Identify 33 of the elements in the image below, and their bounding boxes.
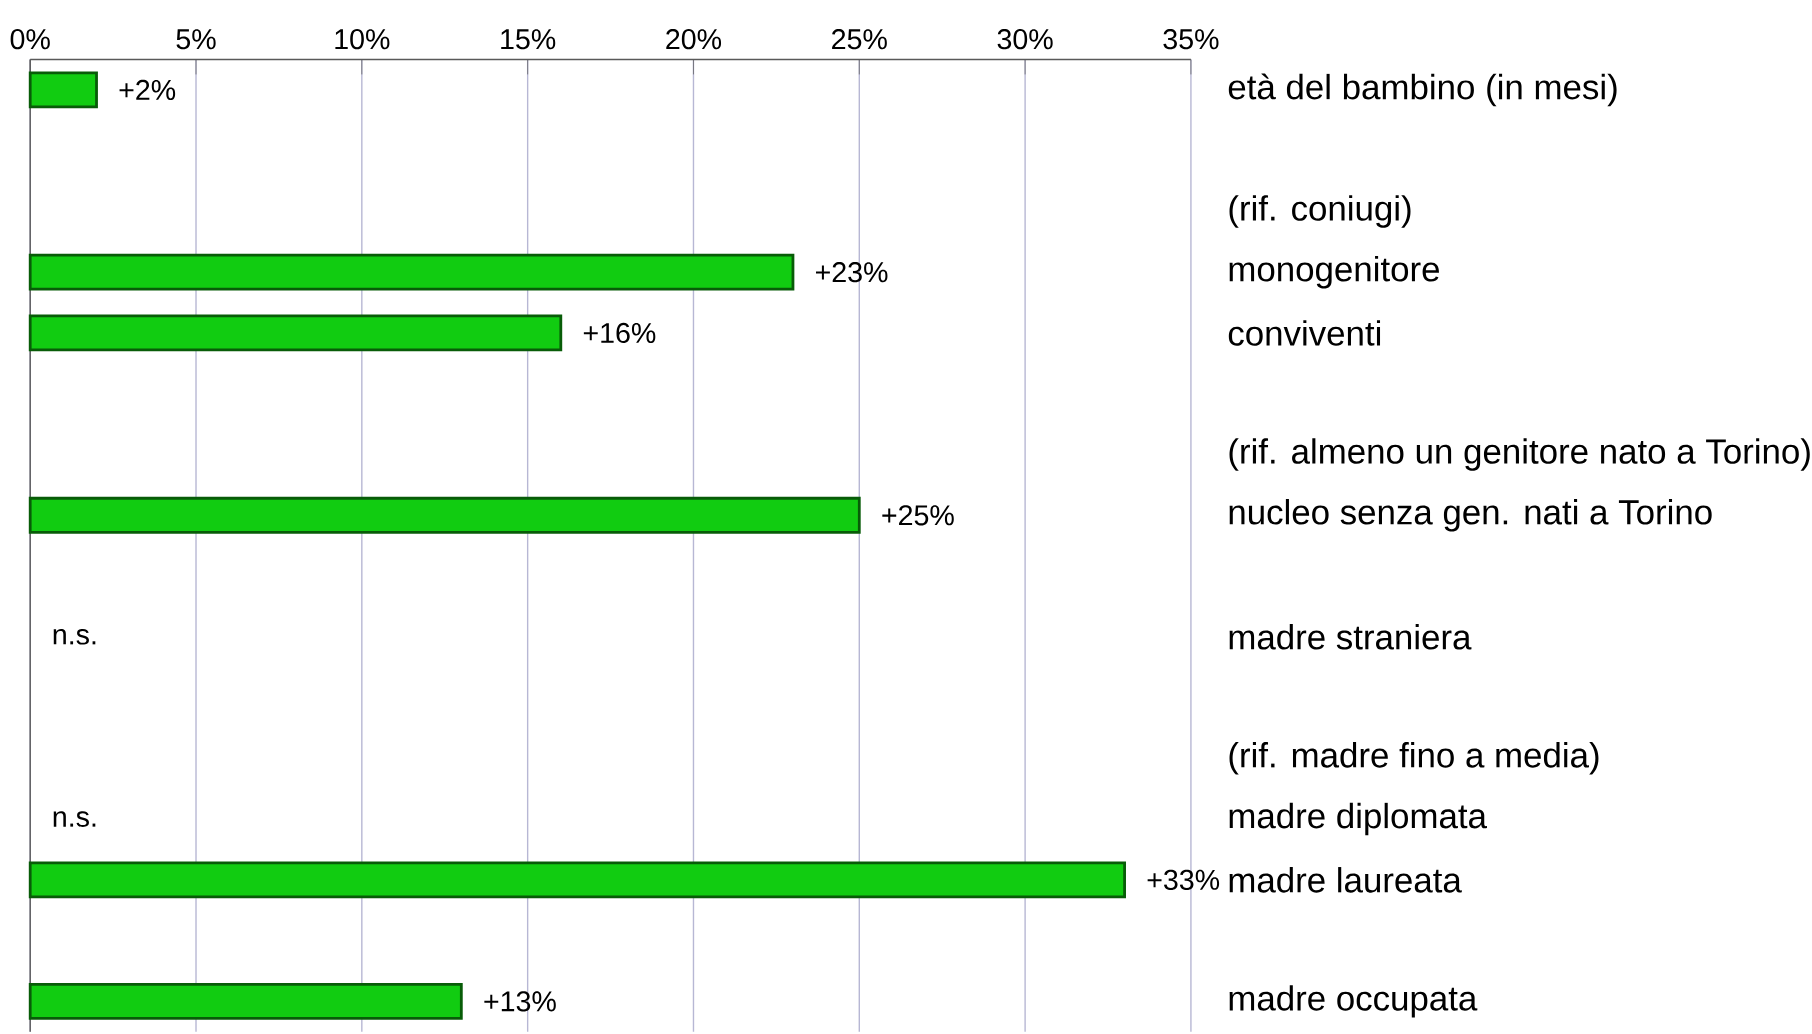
x-tick-label: 15% [501,29,556,50]
y-tick-label: monogenitore [1229,256,1439,289]
data-label: +2% [119,79,176,101]
y-tick-label: conviventi [1228,320,1381,346]
x-tick-label: 30% [997,29,1053,50]
data-label: +23% [816,262,888,283]
text: n.s. [53,629,96,645]
bar [28,496,861,534]
y-tick-label: madre straniera [1229,624,1472,650]
y-tick-label: età del bambino (in mesi) [1228,73,1617,107]
y-tick-label: madre diplomata [1229,802,1487,836]
bar [28,861,1126,899]
x-tick-label: 25% [832,29,887,50]
y-tick-label: nucleo senza gen. nati a Torino [1229,499,1712,532]
x-tick-label: 0% [10,29,50,50]
x-tick-label: 10% [335,29,390,50]
data-label: +33% [1147,869,1220,891]
bar [28,253,795,291]
bar [28,983,463,1020]
data-label: +16% [583,322,656,344]
text: n.s. [53,811,96,828]
y-tick-label: madre laureata [1229,867,1462,893]
x-tick-label: 5% [176,29,216,50]
y-tick-label: madre occupata [1229,985,1478,1018]
data-label: +13% [484,991,556,1012]
x-tick-label: 35% [1163,29,1219,50]
bar [28,71,98,109]
y-tick-label: (rif. coniugi) [1229,195,1411,228]
y-tick-label: (rif. madre fino a media) [1229,742,1599,775]
bar [28,314,563,352]
x-tick-label: 20% [666,29,722,50]
data-label: +25% [882,505,954,526]
y-tick-label: (rif. almeno un genitore nato a Torino) [1229,438,1810,471]
